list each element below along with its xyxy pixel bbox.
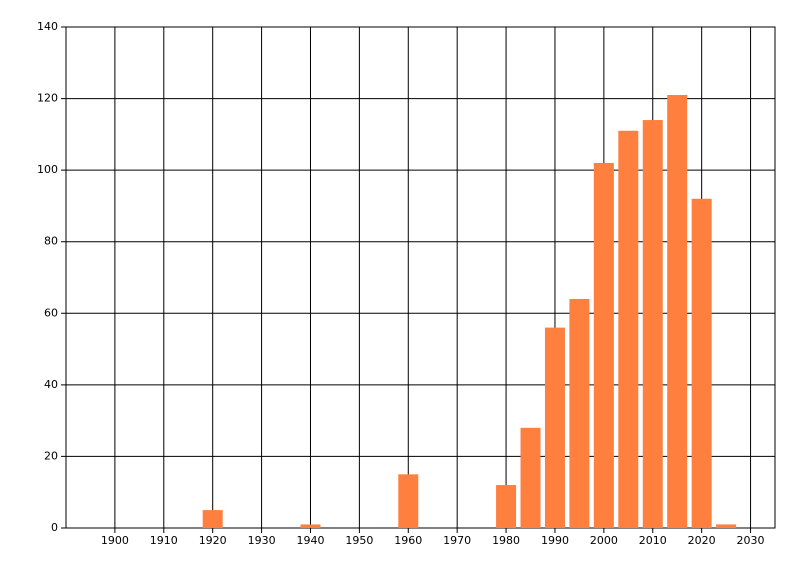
bar — [618, 130, 639, 528]
y-tick-label: 80 — [44, 235, 58, 248]
x-tick-label: 2010 — [639, 534, 667, 547]
bar — [642, 120, 663, 529]
bar — [544, 327, 565, 528]
x-tick-label: 2030 — [737, 534, 765, 547]
bar — [716, 524, 737, 528]
x-tick-label: 2000 — [590, 534, 618, 547]
x-tick-label: 1930 — [248, 534, 276, 547]
x-tick-label: 1980 — [492, 534, 520, 547]
bar — [667, 94, 688, 528]
x-tick-label: 1920 — [199, 534, 227, 547]
bar — [398, 474, 419, 528]
x-tick-label: 1970 — [443, 534, 471, 547]
bar — [520, 427, 541, 528]
y-tick-label: 20 — [44, 449, 58, 462]
bar — [593, 162, 614, 528]
x-tick-label: 2020 — [688, 534, 716, 547]
x-tick-label: 1960 — [394, 534, 422, 547]
x-tick-label: 1900 — [101, 534, 129, 547]
y-tick-label: 40 — [44, 378, 58, 391]
x-tick-label: 1950 — [345, 534, 373, 547]
bar — [202, 510, 223, 528]
y-tick-label: 60 — [44, 306, 58, 319]
y-tick-label: 120 — [37, 92, 58, 105]
bar — [569, 298, 590, 528]
bar — [300, 524, 321, 528]
x-tick-label: 1910 — [150, 534, 178, 547]
x-tick-label: 1990 — [541, 534, 569, 547]
y-tick-label: 0 — [51, 521, 58, 534]
y-tick-label: 100 — [37, 163, 58, 176]
bar — [496, 485, 517, 528]
y-tick-label: 140 — [37, 20, 58, 33]
bar — [691, 198, 712, 528]
x-tick-label: 1940 — [296, 534, 324, 547]
